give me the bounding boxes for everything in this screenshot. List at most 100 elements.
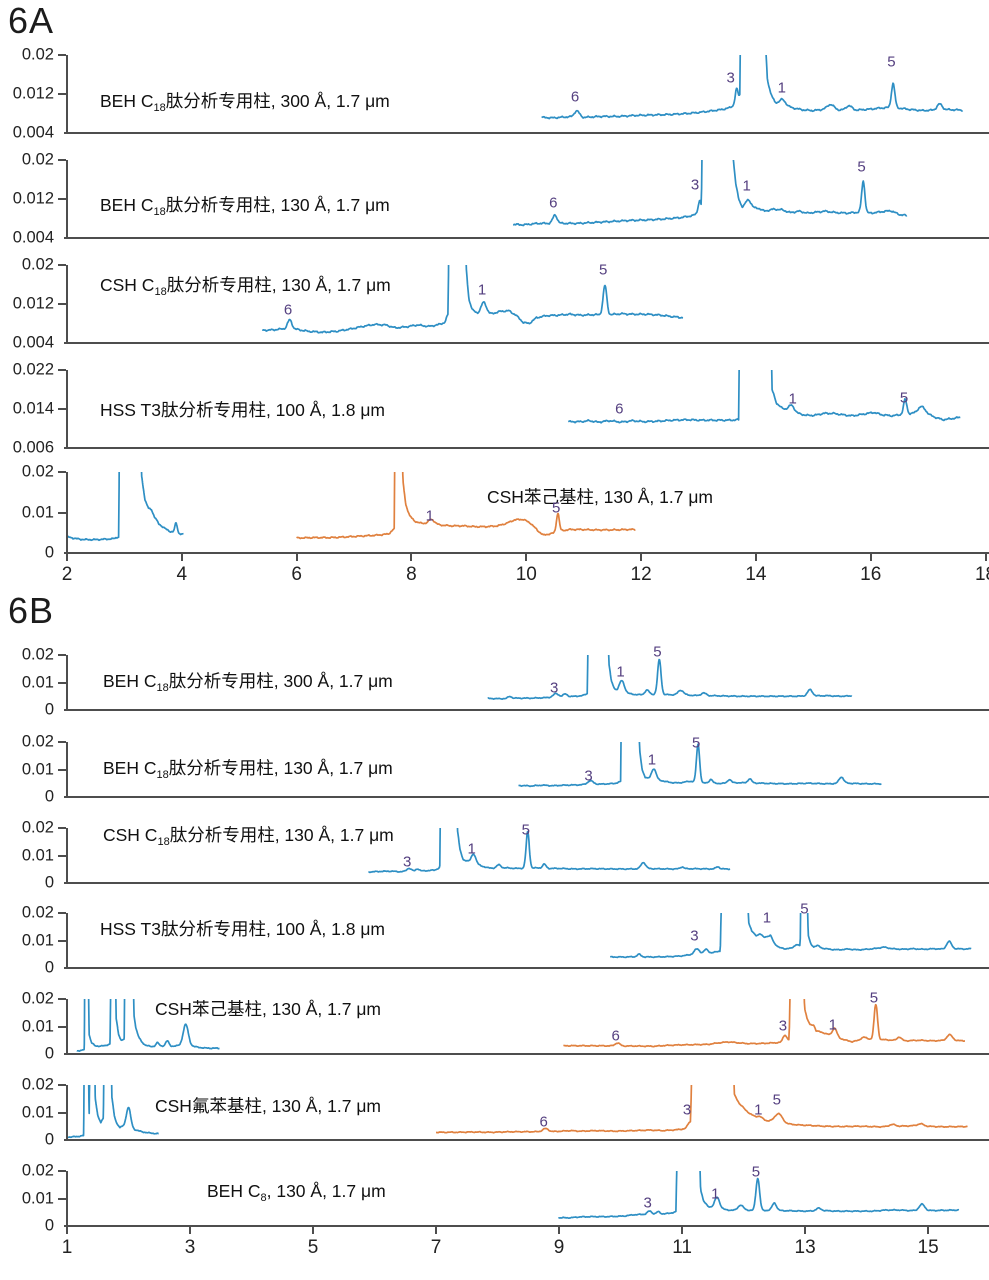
row-separator	[64, 967, 989, 969]
x-tick-label: 18	[974, 564, 989, 585]
trace-label: BEH C18肽分析专用柱, 130 Å, 1.7 μm	[103, 755, 393, 781]
trace-label-text: CSH C	[100, 275, 155, 295]
chromatogram-plot	[558, 1171, 960, 1220]
trace-label: BEH C18肽分析专用柱, 300 Å, 1.7 μm	[103, 668, 393, 694]
trace-label: HSS T3肽分析专用柱, 100 Å, 1.8 μm	[100, 397, 385, 422]
chromatogram-plot	[487, 655, 853, 701]
panel-title-6a: 6A	[8, 0, 55, 41]
x-tick-label: 2	[61, 564, 73, 585]
y-tick	[58, 511, 66, 514]
y-axis-line	[66, 55, 68, 133]
row-separator	[64, 796, 989, 798]
peak-number-label: 6	[549, 194, 558, 212]
peak-number-label: 1	[762, 909, 772, 927]
y-tick-label: 0.012	[12, 84, 54, 103]
chromatogram-trace-blue	[558, 1171, 960, 1220]
chromatogram-plot	[67, 472, 636, 542]
peak-number-label: 1	[828, 1016, 837, 1034]
y-tick	[58, 827, 66, 829]
y-tick-label: 0.004	[12, 123, 54, 142]
y-tick	[58, 159, 66, 161]
chromatogram-plot	[609, 913, 972, 959]
trace-label-text: 肽分析专用柱, 300 Å, 1.7 μm	[168, 671, 393, 691]
peak-number-label: 1	[711, 1185, 720, 1203]
peak-number-label: 5	[869, 989, 879, 1007]
x-tick	[295, 554, 298, 561]
peak-number-label: 3	[584, 767, 593, 785]
chromatogram-trace-orange	[296, 472, 636, 540]
trace-label: CSH C18肽分析专用柱, 130 Å, 1.7 μm	[100, 272, 391, 298]
peak-number-label: 1	[754, 1101, 763, 1119]
peak-number-label: 3	[682, 1101, 692, 1119]
x-tick	[312, 1227, 315, 1234]
y-tick	[58, 681, 66, 684]
chromatogram-plot	[368, 828, 731, 874]
chromatogram-plot	[67, 1085, 968, 1139]
chromatogram-plot	[541, 55, 964, 120]
chromatogram-trace-blue	[609, 913, 972, 959]
trace-label-text: BEH C	[103, 671, 157, 691]
y-axis-line	[66, 742, 68, 797]
trace-label-text: HSS T3肽分析专用柱, 100 Å, 1.8 μm	[100, 400, 385, 420]
y-tick	[58, 264, 66, 266]
chromatogram-trace-blue	[487, 655, 853, 701]
trace-label-text: BEH C	[207, 1181, 261, 1201]
x-tick-label: 6	[291, 564, 302, 585]
chromatogram-trace-blue	[368, 828, 731, 874]
y-tick-label: 0.01	[21, 503, 54, 521]
trace-label-text: 肽分析专用柱, 130 Å, 1.7 μm	[165, 195, 390, 215]
peak-number-label: 3	[402, 853, 412, 871]
chromatogram-trace-blue	[518, 742, 882, 788]
y-tick-label: 0.02	[21, 255, 54, 274]
trace-label-subscript: 8	[260, 1192, 267, 1204]
trace-label-text: BEH C	[100, 91, 154, 111]
x-tick-label: 5	[307, 1237, 319, 1258]
y-tick-label: 0	[44, 1216, 54, 1235]
chromatogram-trace-orange	[435, 1085, 968, 1134]
y-tick-label: 0.02	[21, 989, 54, 1008]
panel-title-6b: 6B	[8, 590, 55, 631]
trace-label: CSH苯己基柱, 130 Å, 1.7 μm	[155, 996, 381, 1021]
peak-number-label: 3	[726, 69, 735, 87]
y-tick-label: 0.01	[21, 760, 54, 778]
row-separator	[64, 882, 989, 884]
row-separator	[64, 342, 989, 344]
x-tick-label: 15	[917, 1237, 939, 1258]
peak-number-label: 5	[800, 900, 809, 918]
chromatogram-plot	[567, 370, 961, 424]
peak-number-label: 3	[643, 1194, 652, 1212]
y-axis-line	[66, 1085, 68, 1140]
trace-label: CSH C18肽分析专用柱, 130 Å, 1.7 μm	[103, 822, 394, 848]
y-axis-line	[66, 913, 68, 968]
trace-label: BEH C8, 130 Å, 1.7 μm	[207, 1181, 386, 1204]
peak-number-label: 6	[283, 301, 293, 319]
trace-label-text: 肽分析专用柱, 130 Å, 1.7 μm	[169, 825, 394, 845]
y-tick-label: 0.012	[12, 294, 54, 313]
row-separator	[64, 237, 989, 239]
peak-number-label: 3	[549, 679, 559, 697]
y-tick-label: 0.01	[21, 1017, 54, 1035]
peak-number-label: 5	[653, 643, 662, 661]
peak-number-label: 5	[772, 1091, 781, 1109]
row-separator	[64, 1139, 989, 1141]
chromatogram-trace-blue	[567, 370, 961, 424]
y-tick	[58, 912, 66, 914]
y-tick-label: 0.01	[21, 1189, 54, 1207]
y-tick-label: 0	[44, 700, 54, 719]
y-tick-label: 0.02	[21, 462, 54, 481]
y-axis-line	[66, 828, 68, 883]
trace-label: BEH C18肽分析专用柱, 300 Å, 1.7 μm	[100, 88, 390, 114]
trace-label-subscript: 18	[157, 836, 170, 848]
peak-number-label: 1	[742, 177, 751, 195]
y-tick	[58, 654, 66, 656]
peak-number-label: 5	[551, 499, 561, 517]
y-tick-label: 0.012	[12, 189, 54, 208]
x-tick-label: 14	[745, 564, 767, 585]
chromatogram-trace-blue	[512, 160, 908, 227]
y-tick-label: 0.004	[12, 228, 54, 247]
y-tick	[58, 939, 66, 942]
peak-number-label: 6	[615, 400, 624, 418]
peak-number-label: 6	[611, 1027, 620, 1045]
row-separator	[64, 447, 989, 449]
